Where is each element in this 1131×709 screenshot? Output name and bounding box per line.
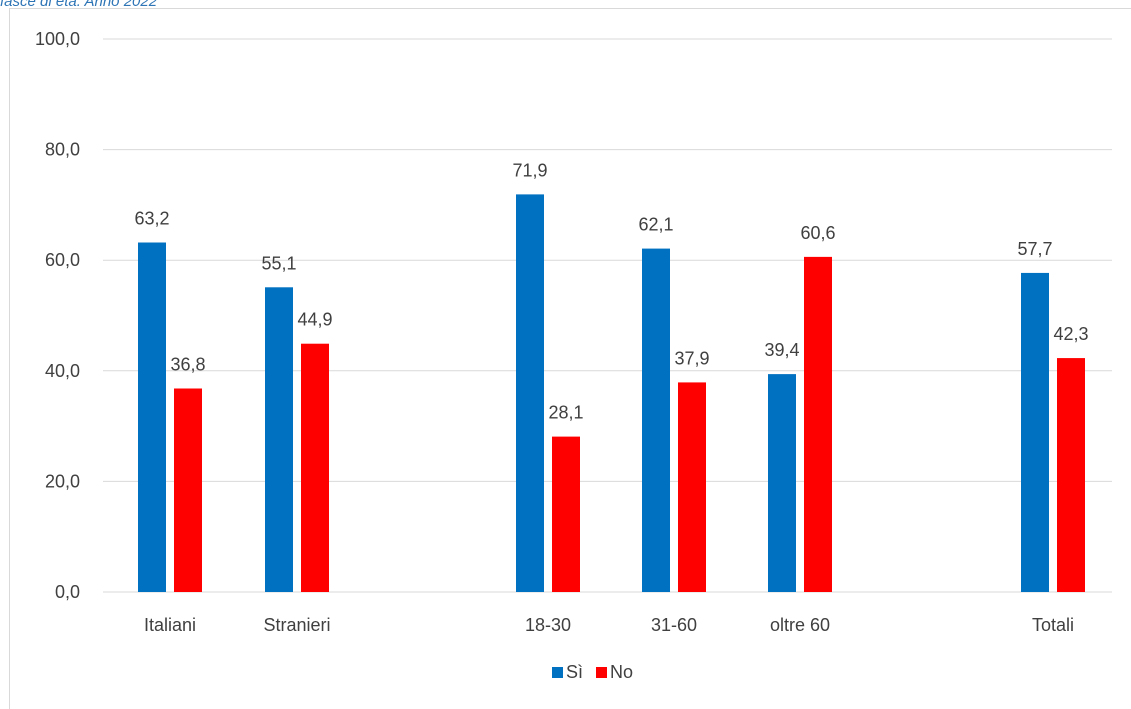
legend-swatch — [596, 667, 607, 678]
data-label: 71,9 — [512, 160, 547, 180]
bar-si — [768, 374, 796, 592]
bar-si — [265, 287, 293, 592]
y-tick-label: 0,0 — [55, 582, 80, 602]
bar-si — [138, 242, 166, 592]
y-tick-label: 100,0 — [35, 29, 80, 49]
bar-no — [174, 388, 202, 592]
bar-no — [1057, 358, 1085, 592]
x-category-label: 18-30 — [525, 615, 571, 635]
bar-no — [301, 343, 329, 592]
data-label: 62,1 — [638, 215, 673, 235]
chart-frame — [9, 8, 1131, 709]
x-category-label: 31-60 — [651, 615, 697, 635]
x-category-label: Stranieri — [263, 615, 330, 635]
legend-label: No — [610, 662, 633, 682]
y-tick-label: 60,0 — [45, 250, 80, 270]
data-label: 28,1 — [548, 403, 583, 423]
x-category-label: Italiani — [144, 615, 196, 635]
y-tick-label: 80,0 — [45, 140, 80, 160]
data-label: 39,4 — [764, 340, 799, 360]
data-label: 37,9 — [674, 348, 709, 368]
bar-si — [1021, 272, 1049, 592]
bar-no — [804, 256, 832, 592]
data-label: 57,7 — [1017, 239, 1052, 259]
data-label: 55,1 — [261, 253, 296, 273]
data-label: 60,6 — [800, 223, 835, 243]
bar-no — [678, 382, 706, 592]
data-label: 44,9 — [297, 310, 332, 330]
bar-si — [642, 248, 670, 592]
bar-no — [552, 436, 580, 592]
legend-label: Sì — [566, 662, 583, 682]
data-label: 63,2 — [134, 209, 169, 229]
legend-swatch — [552, 667, 563, 678]
x-category-label: Totali — [1032, 615, 1074, 635]
x-category-label: oltre 60 — [770, 615, 830, 635]
bar-si — [516, 194, 544, 592]
chart-caption: fasce di età. Anno 2022 — [0, 0, 158, 10]
data-label: 36,8 — [170, 354, 205, 374]
y-tick-label: 40,0 — [45, 361, 80, 381]
data-label: 42,3 — [1053, 324, 1088, 344]
y-tick-label: 20,0 — [45, 471, 80, 491]
